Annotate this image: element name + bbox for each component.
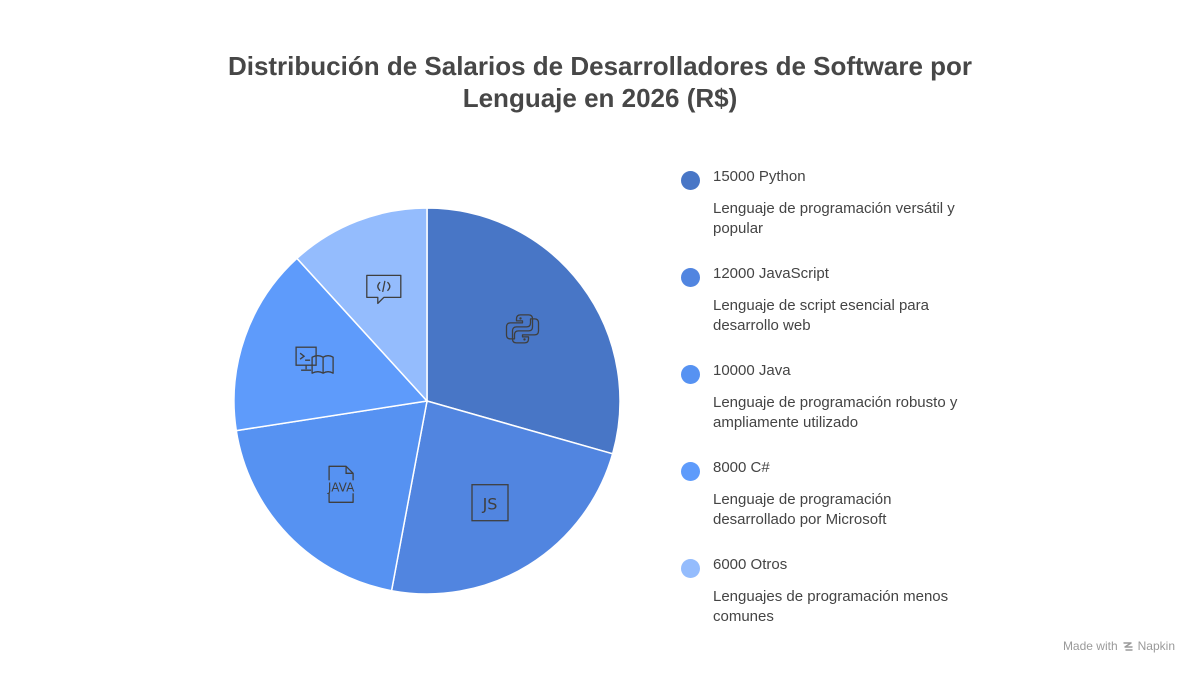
legend-swatch bbox=[681, 171, 700, 190]
legend-swatch bbox=[681, 365, 700, 384]
legend-description: Lenguaje de programación desarrollado po… bbox=[713, 491, 892, 528]
legend-value-label: 15000 Python bbox=[713, 168, 806, 185]
legend-swatch bbox=[681, 268, 700, 287]
legend-item-python: 15000 Python Lenguaje de programación ve… bbox=[681, 166, 981, 263]
chart-title: Distribución de Salarios de Desarrollado… bbox=[0, 50, 1200, 114]
pie-slice-otros bbox=[295, 207, 428, 403]
pie-slice-c- bbox=[233, 257, 429, 432]
legend-item-java: 10000 Java Lenguaje de programación robu… bbox=[681, 360, 981, 457]
js-icon: JS bbox=[471, 484, 509, 522]
legend-description: Lenguaje de programación robusto y ampli… bbox=[713, 394, 958, 431]
legend-description: Lenguaje de programación versátil y popu… bbox=[713, 200, 955, 237]
legend-swatch bbox=[681, 559, 700, 578]
pie-slice-java bbox=[235, 400, 428, 592]
chart-title-line-2: Lenguaje en 2026 (R$) bbox=[462, 83, 738, 113]
legend-value-label: 8000 C# bbox=[713, 459, 770, 476]
python-icon bbox=[505, 314, 540, 344]
svg-text:JAVA: JAVA bbox=[327, 480, 355, 494]
java-icon: JAVA bbox=[325, 465, 358, 503]
legend-value-label: 12000 JavaScript bbox=[713, 265, 829, 282]
footer-attribution: Made with Napkin bbox=[1063, 639, 1175, 653]
terminal-book-icon bbox=[295, 346, 334, 374]
napkin-logo-icon bbox=[1122, 642, 1133, 651]
legend: 15000 Python Lenguaje de programación ve… bbox=[681, 166, 981, 651]
code-chat-icon bbox=[366, 274, 402, 305]
legend-description: Lenguajes de programación menos comunes bbox=[713, 588, 949, 625]
legend-item-otros: 6000 Otros Lenguajes de programación men… bbox=[681, 554, 981, 651]
legend-swatch bbox=[681, 462, 700, 481]
legend-item-javascript: 12000 JavaScript Lenguaje de script esen… bbox=[681, 263, 981, 360]
legend-description: Lenguaje de script esencial para desarro… bbox=[713, 297, 929, 334]
svg-text:JS: JS bbox=[482, 495, 498, 514]
chart-title-line-1: Distribución de Salarios de Desarrollado… bbox=[227, 51, 973, 81]
napkin-brand-label: Napkin bbox=[1137, 639, 1175, 653]
made-with-label: Made with bbox=[1062, 639, 1118, 653]
pie-slice-javascript bbox=[390, 400, 614, 595]
legend-value-label: 10000 Java bbox=[713, 362, 791, 379]
legend-item-csharp: 8000 C# Lenguaje de programación desarro… bbox=[681, 457, 981, 554]
legend-value-label: 6000 Otros bbox=[713, 556, 788, 573]
